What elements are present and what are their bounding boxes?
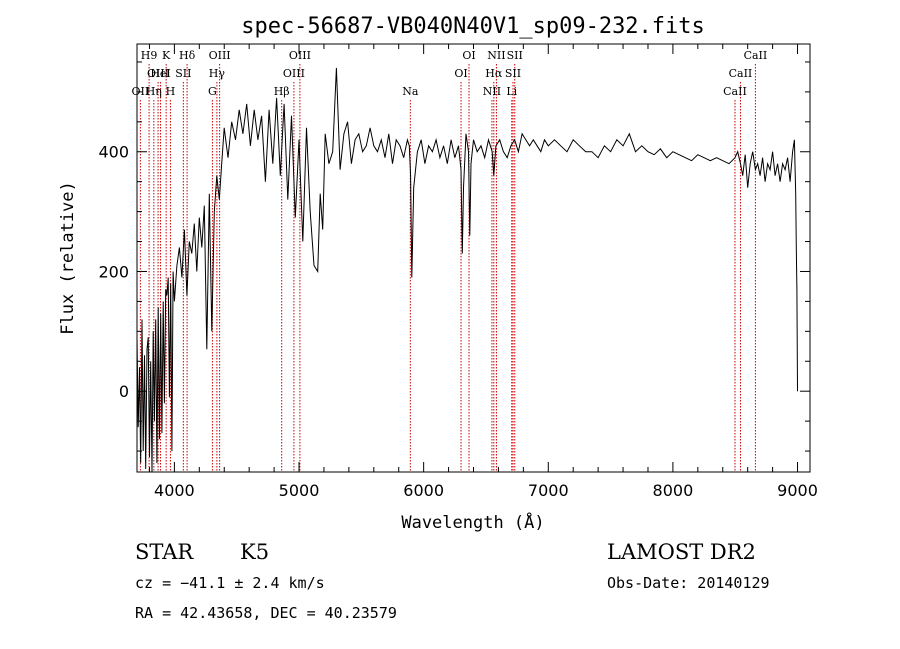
line-marker-label-4: HeI	[150, 67, 170, 80]
line-marker-label-13: OIII	[283, 67, 305, 80]
line-marker-label-5: K	[162, 49, 171, 62]
object-class: STAR	[135, 540, 194, 564]
line-markers	[139, 64, 756, 472]
line-marker-label-10: Hγ	[209, 67, 226, 80]
x-tick-label-1: 5000	[279, 481, 320, 500]
line-marker-label-21: Li	[506, 85, 517, 98]
line-marker-label-24: CaII	[723, 85, 747, 98]
x-tick-label-0: 4000	[154, 481, 195, 500]
line-marker-label-17: OI	[462, 49, 475, 62]
line-marker-label-12: Hβ	[274, 85, 290, 98]
axis-ticks: 4000 5000 6000 7000 8000 9000 0 200 400	[98, 44, 818, 500]
line-marker-label-18: NII	[483, 85, 501, 98]
line-marker-label-2: Hη	[146, 85, 162, 98]
x-tick-label-4: 8000	[653, 481, 694, 500]
line-marker-label-15: Na	[402, 85, 419, 98]
x-tick-label-2: 6000	[403, 481, 444, 500]
line-marker-label-6: H	[166, 85, 176, 98]
line-marker-label-16: OI	[454, 67, 467, 80]
line-marker-label-19: Hα	[485, 67, 503, 80]
line-marker-label-3: OIII	[147, 67, 169, 80]
ra-dec: RA = 42.43658, DEC = 40.23579	[135, 604, 397, 622]
y-tick-label-2: 400	[98, 143, 129, 162]
line-marker-label-9: G	[208, 85, 217, 98]
line-marker-label-7: SII	[175, 67, 191, 80]
x-axis-label: Wavelength (Å)	[401, 511, 544, 533]
line-marker-label-8: Hδ	[179, 49, 196, 62]
obs-date: Obs-Date: 20140129	[607, 574, 770, 592]
y-tick-label-0: 0	[119, 382, 129, 401]
line-marker-label-20: NII	[487, 49, 505, 62]
spectrum-series-line	[136, 67, 798, 473]
line-marker-labels: OIIH9HηOIIIHeIKHSIIHδGHγOIIIHβOIIIOIIINa…	[132, 49, 768, 98]
line-marker-label-22: SII	[505, 67, 521, 80]
x-tick-label-5: 9000	[777, 481, 818, 500]
y-axis-label: Flux (relative)	[58, 181, 78, 335]
plot-frame	[136, 43, 811, 473]
line-marker-label-11: OIII	[209, 49, 231, 62]
line-marker-label-26: CaII	[744, 49, 768, 62]
line-marker-label-14: OIII	[289, 49, 311, 62]
chart-title: spec-56687-VB040N40V1_sp09-232.fits	[241, 14, 705, 39]
line-marker-label-1: H9	[141, 49, 158, 62]
x-tick-label-3: 7000	[528, 481, 569, 500]
line-marker-label-23: SII	[507, 49, 523, 62]
survey-name: LAMOST DR2	[607, 540, 756, 564]
object-subclass: K5	[240, 540, 270, 564]
line-marker-label-25: CaII	[729, 67, 753, 80]
redshift-cz: cz = −41.1 ± 2.4 km/s	[135, 574, 325, 592]
y-tick-label-1: 200	[98, 262, 129, 281]
